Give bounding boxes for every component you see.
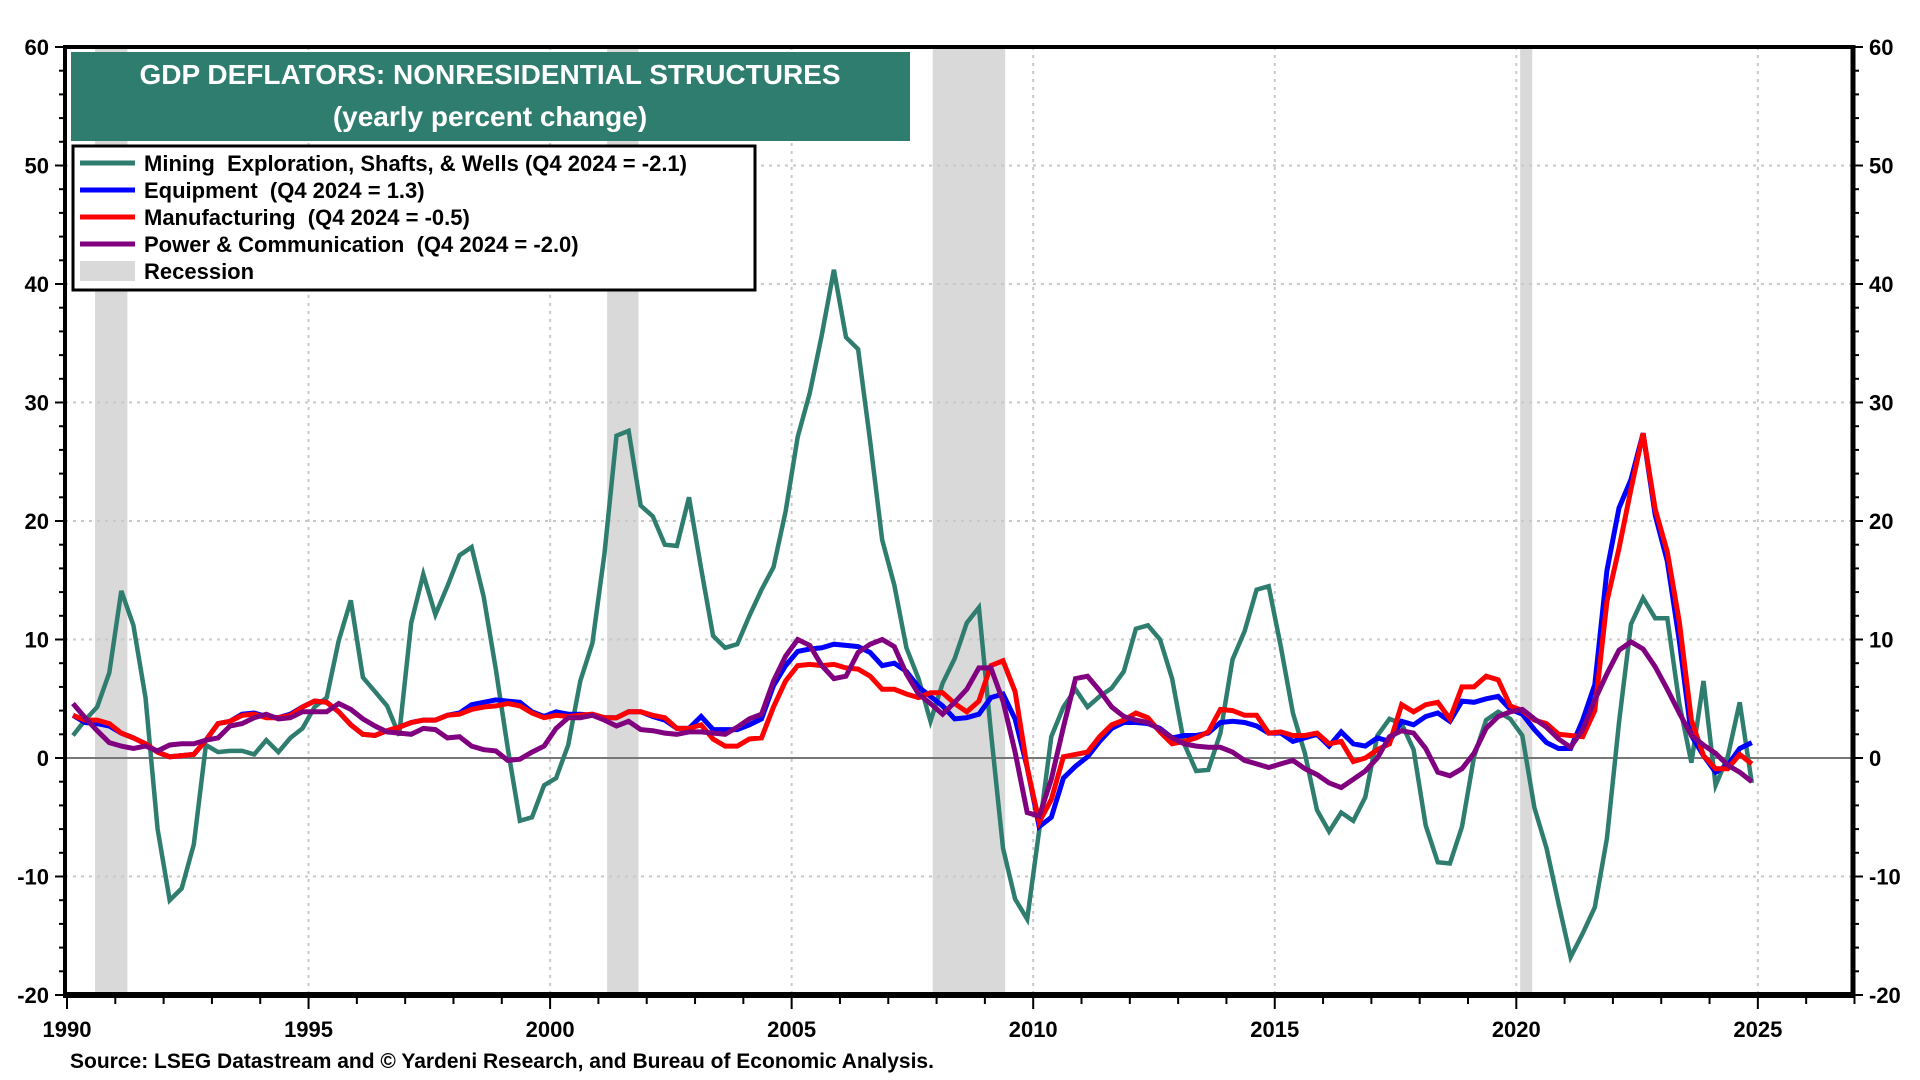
legend-label-power: Power & Communication (Q4 2024 = -2.0) [144, 232, 579, 257]
legend-box [71, 144, 757, 292]
x-tick-label: 2005 [767, 1017, 816, 1042]
source-note: Source: LSEG Datastream and © Yardeni Re… [70, 1050, 934, 1073]
chart-subtitle: (yearly percent change) [333, 101, 647, 132]
x-tick-label: 2015 [1250, 1017, 1299, 1042]
legend-item-manufacturing: Manufacturing (Q4 2024 = -0.5) [80, 205, 470, 230]
chart-title: GDP DEFLATORS: NONRESIDENTIAL STRUCTURES [139, 59, 840, 90]
legend-label-mining: Mining Exploration, Shafts, & Wells (Q4 … [144, 151, 687, 176]
left-y-tick-label: 40 [25, 272, 49, 297]
right-y-tick-label: 0 [1869, 746, 1881, 771]
legend-label-equipment: Equipment (Q4 2024 = 1.3) [144, 178, 425, 203]
left-y-tick-label: 30 [25, 391, 49, 416]
left-y-tick-label: 50 [25, 154, 49, 179]
legend-swatch-recession [80, 261, 135, 281]
left-y-tick-label: 60 [25, 35, 49, 60]
left-y-tick-label: -10 [17, 865, 49, 890]
title-background [71, 52, 910, 141]
series-line-power [71, 636, 1754, 820]
x-tick-label: 1995 [284, 1017, 333, 1042]
legend-item-mining: Mining Exploration, Shafts, & Wells (Q4 … [80, 151, 687, 176]
title-box: GDP DEFLATORS: NONRESIDENTIAL STRUCTURES… [71, 52, 910, 141]
right-y-tick-label: 20 [1869, 509, 1893, 534]
x-tick-label: 1990 [43, 1017, 92, 1042]
right-y-tick-label: 10 [1869, 628, 1893, 653]
right-y-tick-label: 40 [1869, 272, 1893, 297]
legend-label-manufacturing: Manufacturing (Q4 2024 = -0.5) [144, 205, 470, 230]
legend-item-power: Power & Communication (Q4 2024 = -2.0) [80, 232, 579, 257]
left-y-tick-label: -20 [17, 983, 49, 1008]
legend: Mining Exploration, Shafts, & Wells (Q4 … [71, 144, 757, 292]
axes [55, 45, 1863, 1009]
right-y-tick-label: -10 [1869, 865, 1901, 890]
legend-item-recession: Recession [80, 259, 254, 284]
right-y-tick-label: 30 [1869, 391, 1893, 416]
x-tick-label: 2020 [1492, 1017, 1541, 1042]
x-tick-label: 2025 [1733, 1017, 1782, 1042]
left-y-tick-label: 20 [25, 509, 49, 534]
left-y-tick-label: 10 [25, 628, 49, 653]
right-y-tick-label: -20 [1869, 983, 1901, 1008]
series-line-manufacturing [72, 432, 1754, 830]
series-line-mining [71, 269, 1755, 964]
x-tick-label: 2000 [526, 1017, 575, 1042]
legend-item-equipment: Equipment (Q4 2024 = 1.3) [80, 178, 425, 203]
right-y-tick-label: 50 [1869, 154, 1893, 179]
right-y-tick-label: 60 [1869, 35, 1893, 60]
left-y-tick-label: 0 [37, 746, 49, 771]
legend-label-recession: Recession [144, 259, 254, 284]
x-tick-label: 2010 [1009, 1017, 1058, 1042]
series-lines [71, 269, 1755, 964]
